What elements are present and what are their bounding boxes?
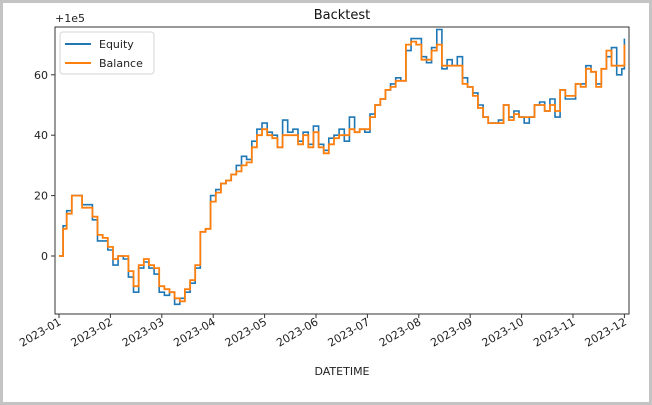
x-tick-label: 2023-03 <box>120 315 166 349</box>
x-tick-label: 2023-07 <box>326 315 372 349</box>
y-tick-label: 60 <box>34 69 48 82</box>
x-tick-label: 2023-08 <box>377 315 423 349</box>
chart-title: Backtest <box>314 8 371 23</box>
y-tick-label: 20 <box>34 190 48 203</box>
x-tick-label: 2023-12 <box>583 315 629 349</box>
y-offset-label: +1e5 <box>55 12 85 25</box>
balance-line <box>59 40 626 303</box>
y-tick-label: 0 <box>41 250 48 263</box>
series-layer <box>59 28 626 306</box>
x-tick-label: 2023-02 <box>69 315 115 349</box>
x-axis-ticks: 2023-01 2023-02 2023-03 2023-04 2023-05 2023-… <box>17 314 629 350</box>
x-tick-label: 2023-06 <box>274 315 320 349</box>
legend-equity-label: Equity <box>99 38 134 51</box>
legend-balance-label: Balance <box>99 57 143 70</box>
x-tick-label: 2023-05 <box>223 315 269 349</box>
y-axis-ticks: 0 20 40 60 <box>34 69 55 263</box>
y-tick-label: 40 <box>34 129 48 142</box>
x-tick-label: 2023-04 <box>171 315 217 349</box>
x-tick-label: 2023-10 <box>480 315 526 349</box>
plot-area-border <box>54 26 630 315</box>
x-axis-label: DATETIME <box>314 365 369 378</box>
x-tick-label: 2023-01 <box>17 315 63 349</box>
x-tick-label: 2023-11 <box>531 315 577 349</box>
legend: Equity Balance <box>59 31 155 75</box>
x-tick-label: 2023-09 <box>428 315 474 349</box>
